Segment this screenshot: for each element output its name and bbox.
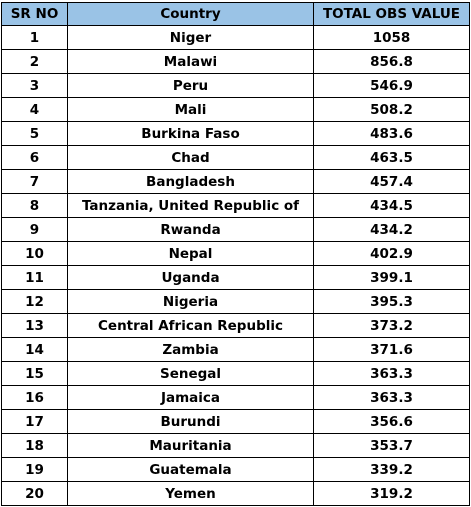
table-row: 5 Burkina Faso 483.6: [1, 121, 470, 146]
cell-country: Burundi: [67, 409, 314, 434]
table-header: SR NO Country TOTAL OBS VALUE: [1, 2, 470, 26]
cell-total-obs-value: 356.6: [313, 409, 470, 434]
cell-country: Nigeria: [67, 289, 314, 314]
cell-sr-no: 14: [1, 337, 68, 362]
cell-total-obs-value: 483.6: [313, 121, 470, 146]
cell-total-obs-value: 399.1: [313, 265, 470, 290]
cell-total-obs-value: 395.3: [313, 289, 470, 314]
table-row: 13 Central African Republic 373.2: [1, 313, 470, 338]
cell-sr-no: 13: [1, 313, 68, 338]
cell-sr-no: 17: [1, 409, 68, 434]
cell-country: Niger: [67, 25, 314, 50]
cell-country: Burkina Faso: [67, 121, 314, 146]
table-row: 15 Senegal 363.3: [1, 361, 470, 386]
cell-total-obs-value: 363.3: [313, 385, 470, 410]
table-row: 9 Rwanda 434.2: [1, 217, 470, 242]
cell-total-obs-value: 371.6: [313, 337, 470, 362]
header-row: SR NO Country TOTAL OBS VALUE: [1, 2, 470, 26]
cell-country: Mauritania: [67, 433, 314, 458]
cell-total-obs-value: 402.9: [313, 241, 470, 266]
table-row: 4 Mali 508.2: [1, 97, 470, 122]
cell-sr-no: 19: [1, 457, 68, 482]
cell-country: Nepal: [67, 241, 314, 266]
cell-sr-no: 20: [1, 481, 68, 506]
cell-sr-no: 15: [1, 361, 68, 386]
cell-country: Guatemala: [67, 457, 314, 482]
cell-total-obs-value: 856.8: [313, 49, 470, 74]
cell-total-obs-value: 457.4: [313, 169, 470, 194]
table-row: 14 Zambia 371.6: [1, 337, 470, 362]
cell-sr-no: 11: [1, 265, 68, 290]
cell-country: Central African Republic: [67, 313, 314, 338]
table-row: 10 Nepal 402.9: [1, 241, 470, 266]
cell-total-obs-value: 463.5: [313, 145, 470, 170]
cell-sr-no: 10: [1, 241, 68, 266]
table-row: 3 Peru 546.9: [1, 73, 470, 98]
cell-country: Tanzania, United Republic of: [67, 193, 314, 218]
cell-total-obs-value: 1058: [313, 25, 470, 50]
cell-sr-no: 9: [1, 217, 68, 242]
cell-country: Malawi: [67, 49, 314, 74]
cell-sr-no: 8: [1, 193, 68, 218]
table-row: 6 Chad 463.5: [1, 145, 470, 170]
cell-total-obs-value: 373.2: [313, 313, 470, 338]
table-row: 2 Malawi 856.8: [1, 49, 470, 74]
cell-total-obs-value: 434.5: [313, 193, 470, 218]
table-row: 19 Guatemala 339.2: [1, 457, 470, 482]
header-country: Country: [67, 2, 314, 26]
header-sr-no: SR NO: [1, 2, 68, 26]
cell-sr-no: 12: [1, 289, 68, 314]
cell-sr-no: 2: [1, 49, 68, 74]
cell-sr-no: 5: [1, 121, 68, 146]
cell-country: Rwanda: [67, 217, 314, 242]
table-row: 7 Bangladesh 457.4: [1, 169, 470, 194]
cell-country: Bangladesh: [67, 169, 314, 194]
table-row: 17 Burundi 356.6: [1, 409, 470, 434]
cell-sr-no: 3: [1, 73, 68, 98]
cell-sr-no: 1: [1, 25, 68, 50]
table-body: 1 Niger 1058 2 Malawi 856.8 3 Peru 546.9 4 Mali 508…: [1, 25, 470, 506]
cell-country: Peru: [67, 73, 314, 98]
cell-total-obs-value: 508.2: [313, 97, 470, 122]
cell-country: Jamaica: [67, 385, 314, 410]
table-row: 20 Yemen 319.2: [1, 481, 470, 506]
cell-total-obs-value: 319.2: [313, 481, 470, 506]
cell-sr-no: 18: [1, 433, 68, 458]
cell-sr-no: 16: [1, 385, 68, 410]
cell-country: Zambia: [67, 337, 314, 362]
cell-country: Chad: [67, 145, 314, 170]
table-row: 18 Mauritania 353.7: [1, 433, 470, 458]
cell-total-obs-value: 363.3: [313, 361, 470, 386]
cell-total-obs-value: 546.9: [313, 73, 470, 98]
cell-country: Yemen: [67, 481, 314, 506]
cell-country: Mali: [67, 97, 314, 122]
header-total-obs-value: TOTAL OBS VALUE: [313, 2, 470, 26]
cell-total-obs-value: 353.7: [313, 433, 470, 458]
cell-sr-no: 7: [1, 169, 68, 194]
table-row: 12 Nigeria 395.3: [1, 289, 470, 314]
cell-sr-no: 6: [1, 145, 68, 170]
cell-sr-no: 4: [1, 97, 68, 122]
cell-country: Senegal: [67, 361, 314, 386]
table-row: 1 Niger 1058: [1, 25, 470, 50]
table-row: 11 Uganda 399.1: [1, 265, 470, 290]
table-row: 8 Tanzania, United Republic of 434.5: [1, 193, 470, 218]
cell-total-obs-value: 339.2: [313, 457, 470, 482]
cell-country: Uganda: [67, 265, 314, 290]
table-row: 16 Jamaica 363.3: [1, 385, 470, 410]
cell-total-obs-value: 434.2: [313, 217, 470, 242]
